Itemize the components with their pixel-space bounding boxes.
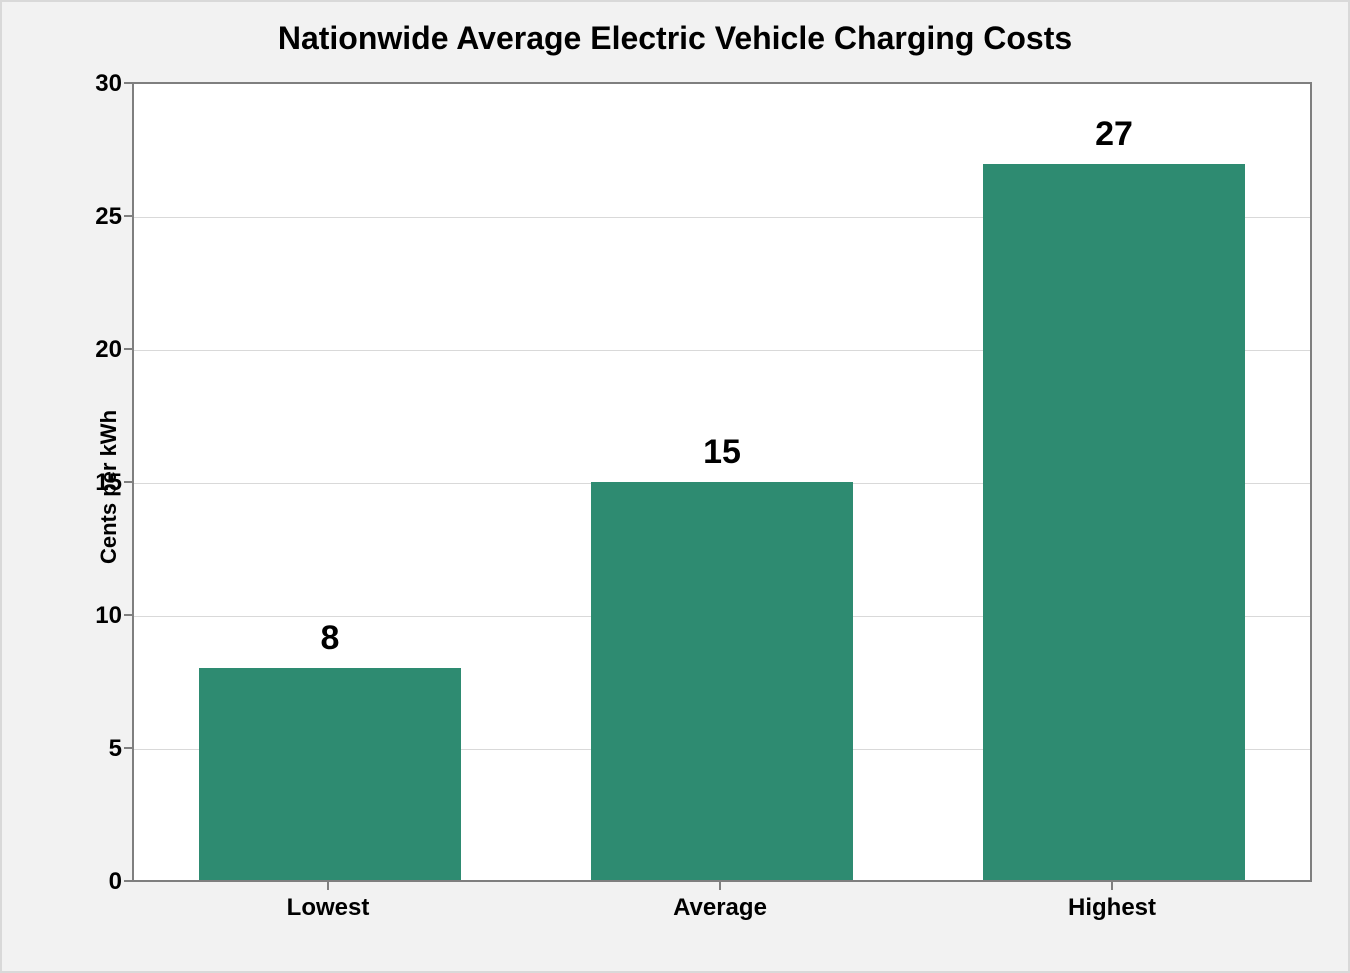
chart-title: Nationwide Average Electric Vehicle Char…	[2, 20, 1348, 57]
bar-average	[591, 482, 853, 880]
bar-lowest	[199, 668, 461, 880]
y-tick-label: 10	[62, 602, 122, 630]
y-tick-mark	[124, 481, 132, 483]
y-tick-mark	[124, 348, 132, 350]
y-tick-label: 0	[62, 868, 122, 896]
bar-value-label: 15	[703, 433, 741, 472]
x-tick-label: Highest	[1068, 894, 1156, 922]
y-tick-label: 15	[62, 469, 122, 497]
y-tick-mark	[124, 614, 132, 616]
x-tick-mark	[1111, 882, 1113, 890]
bar-value-label: 8	[321, 619, 340, 658]
y-tick-label: 5	[62, 735, 122, 763]
y-tick-mark	[124, 82, 132, 84]
y-tick-label: 30	[62, 70, 122, 98]
x-tick-mark	[327, 882, 329, 890]
x-tick-label: Lowest	[287, 894, 370, 922]
chart-container: Nationwide Average Electric Vehicle Char…	[0, 0, 1350, 973]
bar-value-label: 27	[1095, 115, 1133, 154]
x-tick-mark	[719, 882, 721, 890]
y-tick-mark	[124, 880, 132, 882]
x-tick-label: Average	[673, 894, 767, 922]
y-tick-mark	[124, 747, 132, 749]
bar-highest	[983, 164, 1245, 880]
y-tick-label: 20	[62, 336, 122, 364]
y-tick-label: 25	[62, 203, 122, 231]
y-tick-mark	[124, 215, 132, 217]
plot-area: 8 15 27	[132, 82, 1312, 882]
